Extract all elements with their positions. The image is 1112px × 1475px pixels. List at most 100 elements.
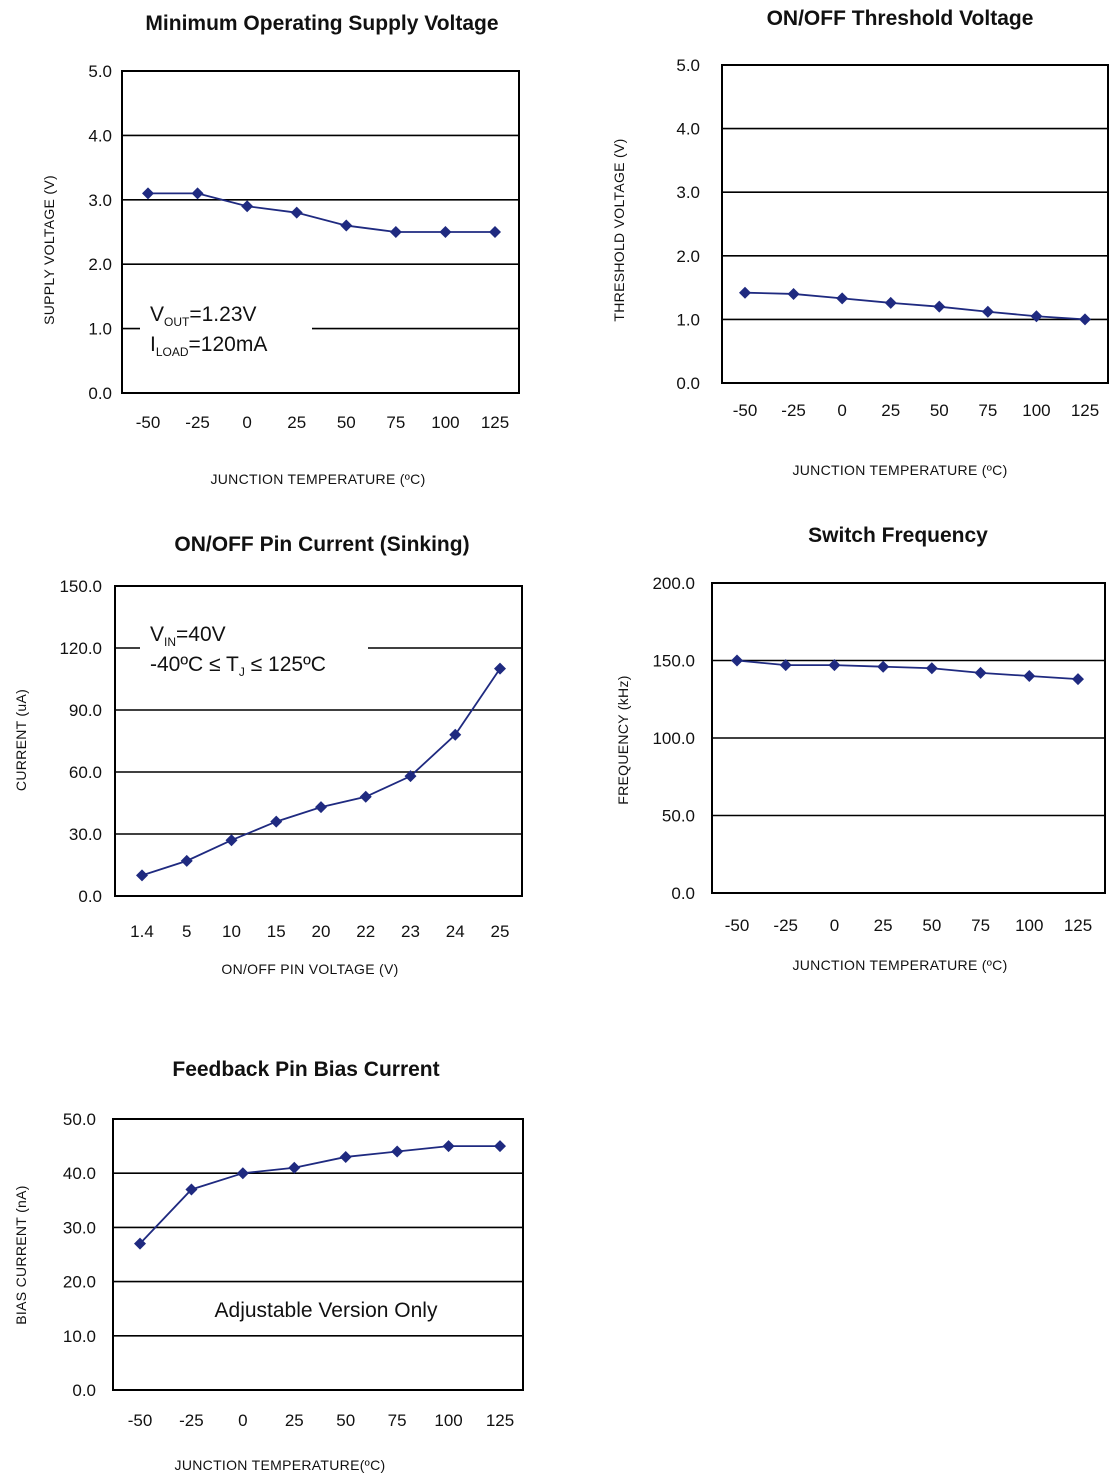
x-tick-label: 15: [267, 922, 286, 941]
y-tick-label: 5.0: [88, 62, 112, 81]
y-axis-label: BIAS CURRENT (nA): [13, 1185, 29, 1324]
plot-frame: [112, 1118, 524, 1391]
y-tick-label: 1.0: [88, 320, 112, 339]
chart-title: Feedback Pin Bias Current: [172, 1058, 439, 1081]
data-point: [339, 1150, 352, 1163]
data-point: [925, 662, 938, 675]
annotation-text: ILOAD=120mA: [150, 333, 267, 359]
data-point: [288, 1161, 301, 1174]
x-tick-label: -50: [136, 413, 161, 432]
chart-title: Switch Frequency: [808, 524, 988, 547]
plot-frame: [721, 64, 1109, 384]
data-point: [359, 790, 372, 803]
x-tick-label: 125: [486, 1411, 514, 1430]
y-tick-label: 0.0: [72, 1381, 96, 1400]
annotation-text: VIN=40V: [150, 623, 226, 649]
x-tick-label: 0: [242, 413, 251, 432]
x-axis-label: ON/OFF PIN VOLTAGE (V): [221, 961, 398, 977]
x-tick-label: -50: [128, 1411, 153, 1430]
y-tick-label: 50.0: [63, 1110, 96, 1129]
y-tick-label: 0.0: [676, 374, 700, 393]
y-tick-label: 60.0: [69, 763, 102, 782]
y-tick-label: 30.0: [69, 825, 102, 844]
data-point: [136, 869, 148, 882]
x-tick-label: 25: [285, 1411, 304, 1430]
data-point: [191, 187, 204, 200]
x-tick-label: 75: [386, 413, 405, 432]
x-tick-label: 50: [930, 401, 949, 420]
x-tick-label: 25: [874, 916, 893, 935]
x-tick-label: 0: [238, 1411, 247, 1430]
x-tick-label: 25: [287, 413, 306, 432]
data-point: [1072, 673, 1084, 686]
y-axis-label: SUPPLY VOLTAGE (V): [41, 175, 57, 325]
x-tick-label: -25: [773, 916, 798, 935]
data-point: [489, 226, 501, 238]
x-tick-label: 125: [1064, 916, 1092, 935]
y-tick-label: 4.0: [88, 126, 112, 145]
chart-3: ON/OFF Pin Current (Sinking) 0.0 30.0 60.0 9…: [13, 533, 523, 977]
y-tick-label: 0.0: [671, 884, 695, 903]
x-tick-label: -25: [781, 401, 806, 420]
data-point: [739, 286, 751, 299]
y-tick-label: 50.0: [662, 807, 695, 826]
data-point: [974, 666, 987, 679]
x-axis-label: JUNCTION TEMPERATURE (ºC): [792, 462, 1007, 478]
y-tick-label: 120.0: [59, 639, 102, 658]
data-point: [290, 206, 303, 219]
y-tick-label: 4.0: [676, 120, 700, 139]
x-tick-label: 100: [1015, 916, 1043, 935]
y-tick-label: 0.0: [88, 384, 112, 403]
y-axis-label: FREQUENCY (kHz): [615, 675, 631, 804]
series-line: [736, 659, 1079, 680]
data-point: [315, 801, 327, 814]
data-point: [439, 226, 452, 238]
x-tick-label: 125: [481, 413, 509, 432]
y-axis-label: THRESHOLD VOLTAGE (V): [611, 138, 627, 321]
data-point: [391, 1145, 404, 1158]
data-point: [1030, 310, 1043, 323]
y-axis-label: CURRENT (uA): [13, 689, 29, 791]
series-line: [148, 192, 495, 233]
x-tick-label: 24: [446, 922, 465, 941]
data-point: [877, 660, 890, 673]
annotation-text: Adjustable Version Only: [215, 1299, 438, 1322]
y-tick-label: 3.0: [88, 191, 112, 210]
plot-frame: [121, 70, 520, 394]
data-point: [1079, 313, 1091, 326]
y-tick-label: 100.0: [652, 729, 695, 748]
data-point: [828, 659, 841, 672]
plot-frame: [711, 582, 1106, 894]
x-tick-label: 75: [971, 916, 990, 935]
chart-4: Switch Frequency 0.0 50.0 100.0 150.0 200.0 -5…: [615, 524, 1106, 973]
x-tick-label: 125: [1071, 401, 1099, 420]
y-tick-label: 150.0: [652, 652, 695, 671]
x-tick-label: 100: [434, 1411, 462, 1430]
data-point: [404, 770, 417, 783]
x-tick-label: 0: [837, 401, 846, 420]
data-point: [180, 854, 193, 867]
data-point: [836, 292, 849, 305]
chart-2: ON/OFF Threshold Voltage 0.0 1.0 2.0 3.0 4.0 5…: [611, 7, 1109, 478]
chart-title: Minimum Operating Supply Voltage: [145, 12, 498, 35]
annotation-text: -40ºC ≤ TJ ≤ 125ºC: [150, 653, 326, 679]
x-tick-label: 20: [312, 922, 331, 941]
x-tick-label: 25: [491, 922, 510, 941]
y-tick-label: 150.0: [59, 577, 102, 596]
x-axis-label: JUNCTION TEMPERATURE (ºC): [210, 471, 425, 487]
data-point: [787, 287, 800, 300]
data-point: [236, 1167, 249, 1180]
chart-5: Feedback Pin Bias Current 0.0 10.0 20.0 30.0…: [13, 1058, 524, 1473]
x-tick-label: 23: [401, 922, 420, 941]
data-point: [933, 300, 946, 313]
data-point: [389, 226, 402, 238]
x-tick-label: 0: [830, 916, 839, 935]
x-tick-label: 5: [182, 922, 191, 941]
y-tick-label: 30.0: [63, 1218, 96, 1237]
y-tick-label: 2.0: [676, 247, 700, 266]
x-tick-label: 1.4: [130, 922, 154, 941]
y-tick-label: 20.0: [63, 1273, 96, 1292]
x-tick-label: 25: [881, 401, 900, 420]
y-tick-label: 200.0: [652, 574, 695, 593]
data-point: [449, 728, 462, 741]
